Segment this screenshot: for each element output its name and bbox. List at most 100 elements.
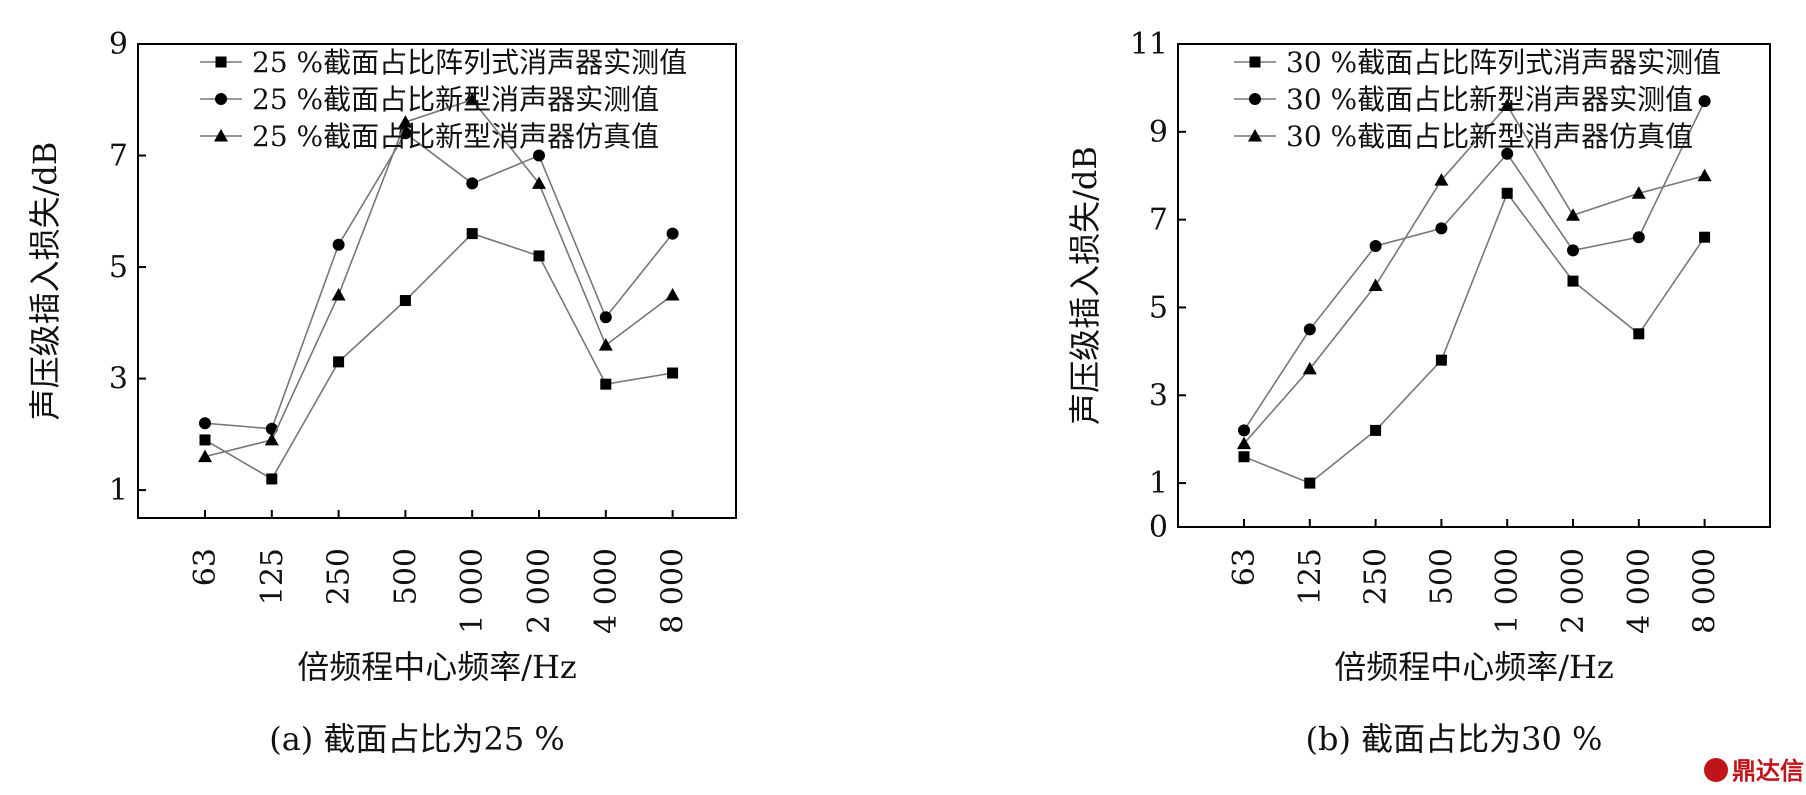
data-point-square xyxy=(1435,354,1447,366)
x-tick-label: 2 000 xyxy=(522,548,557,634)
y-tick-label: 5 xyxy=(1149,290,1168,325)
plot-frame xyxy=(1177,43,1771,528)
x-tick-label: 250 xyxy=(1359,548,1394,605)
data-point-circle xyxy=(1632,231,1645,244)
y-tick-label: 1 xyxy=(1149,466,1168,501)
series-line-square xyxy=(1243,191,1706,485)
data-point-circle xyxy=(1501,147,1514,160)
x-tick-label: 8 000 xyxy=(1688,548,1723,634)
series-line-circle xyxy=(204,132,674,430)
legend-marker-circle xyxy=(215,93,227,105)
data-point-triangle xyxy=(331,287,346,301)
x-tick-label: 1 000 xyxy=(455,548,490,634)
data-point-triangle xyxy=(198,449,212,463)
data-point-circle xyxy=(1567,244,1579,257)
y-axis-label: 声压级插入损失/dB xyxy=(26,142,64,421)
data-point-square xyxy=(466,228,478,240)
data-point-square xyxy=(1370,424,1382,436)
data-point-circle xyxy=(199,417,211,430)
watermark-text: 鼎达信 xyxy=(1732,757,1804,785)
data-point-circle xyxy=(533,149,545,162)
x-tick-label: 125 xyxy=(255,548,290,605)
watermark-logo-icon xyxy=(1704,758,1728,782)
data-point-triangle xyxy=(264,432,279,446)
x-tick-label: 4 000 xyxy=(589,548,624,634)
data-point-circle xyxy=(666,227,679,240)
x-tick-label: 2 000 xyxy=(1556,548,1591,634)
y-axis-label: 声压级插入损失/dB xyxy=(1066,146,1104,425)
data-point-square xyxy=(533,250,545,262)
panel-caption: (a) 截面占比为25 % xyxy=(269,720,565,758)
y-tick-label: 7 xyxy=(109,139,128,174)
data-point-circle xyxy=(1435,222,1448,235)
legend-marker-square xyxy=(215,56,227,68)
x-tick-label: 1 000 xyxy=(1490,548,1525,634)
data-point-square xyxy=(1699,231,1711,243)
x-tick-label: 63 xyxy=(188,548,223,586)
y-tick-label: 9 xyxy=(109,27,128,62)
x-tick-label: 125 xyxy=(1293,548,1328,605)
data-point-square xyxy=(1633,328,1645,340)
data-point-triangle xyxy=(1631,186,1646,199)
x-axis-label: 倍频程中心频率/Hz xyxy=(297,648,577,686)
legend-marker-circle xyxy=(1249,93,1261,105)
data-point-triangle xyxy=(1434,173,1449,186)
y-tick-label: 3 xyxy=(1149,378,1168,413)
legend-marker-square xyxy=(1249,56,1261,68)
data-point-square xyxy=(1567,275,1579,287)
x-tick-label: 63 xyxy=(1227,548,1262,586)
data-point-triangle xyxy=(465,92,480,106)
data-point-circle xyxy=(599,311,612,324)
data-point-circle xyxy=(1303,323,1316,336)
panel-caption: (b) 截面占比为30 % xyxy=(1306,720,1603,758)
data-point-triangle xyxy=(1500,98,1515,111)
data-point-triangle xyxy=(665,287,680,301)
chart-panel-b: 0 1 3 5 7 9 11 63 125 250 500 1 000 2 000 4 000 8 000 声… xyxy=(1066,27,1771,758)
legend-entry: 25 %截面占比阵列式消声器实测值 xyxy=(252,46,687,79)
series-line-triangle xyxy=(1243,104,1705,445)
y-tick-label: 1 xyxy=(109,473,128,508)
legend-marker-triangle xyxy=(214,129,228,142)
series-line-triangle xyxy=(204,98,674,458)
y-tick-label: 0 xyxy=(1149,510,1168,545)
data-point-circle xyxy=(332,238,345,251)
watermark-logo: 鼎达信 xyxy=(1704,757,1804,785)
legend-marker-triangle xyxy=(1248,129,1262,142)
data-point-triangle xyxy=(598,338,613,351)
legend-entry: 30 %截面占比新型消声器实测值 xyxy=(1286,83,1693,116)
plot-frame xyxy=(137,43,737,519)
x-tick-label: 500 xyxy=(388,548,423,605)
x-tick-label: 500 xyxy=(1424,548,1459,605)
x-tick-label: 8 000 xyxy=(656,548,691,634)
series-line-square xyxy=(204,232,673,481)
data-point-square xyxy=(399,295,411,307)
legend-entry: 25 %截面占比新型消声器实测值 xyxy=(252,83,659,116)
data-point-triangle xyxy=(532,176,546,189)
data-point-triangle xyxy=(1302,361,1317,375)
x-axis-label: 倍频程中心频率/Hz xyxy=(1334,648,1614,686)
data-point-circle xyxy=(466,177,479,190)
y-tick-label: 7 xyxy=(1149,203,1168,238)
data-point-square xyxy=(1304,477,1316,489)
data-point-triangle xyxy=(398,115,413,128)
data-point-triangle xyxy=(1566,208,1580,221)
data-point-circle xyxy=(1238,424,1250,437)
data-point-square xyxy=(1501,187,1513,199)
y-tick-label: 11 xyxy=(1130,27,1168,62)
series-line-circle xyxy=(1243,100,1706,431)
data-point-square xyxy=(600,378,612,390)
y-tick-label: 3 xyxy=(109,362,128,397)
data-point-square xyxy=(266,473,278,485)
data-point-circle xyxy=(1698,95,1711,108)
legend-entry: 30 %截面占比新型消声器仿真值 xyxy=(1286,120,1693,153)
legend-entry: 25 %截面占比新型消声器仿真值 xyxy=(252,120,659,153)
chart-panel-a: 1 3 5 7 9 63 125 250 500 1 000 2 000 4 000 8 000 声压级插… xyxy=(26,27,737,758)
y-tick-label: 9 xyxy=(1149,115,1168,150)
data-point-square xyxy=(1238,451,1250,463)
data-point-triangle xyxy=(1237,436,1251,450)
data-point-triangle xyxy=(1368,278,1383,291)
data-point-square xyxy=(667,367,679,379)
legend-entry: 30 %截面占比阵列式消声器实测值 xyxy=(1286,46,1721,79)
data-point-triangle xyxy=(1697,168,1712,182)
data-point-circle xyxy=(1369,239,1382,252)
